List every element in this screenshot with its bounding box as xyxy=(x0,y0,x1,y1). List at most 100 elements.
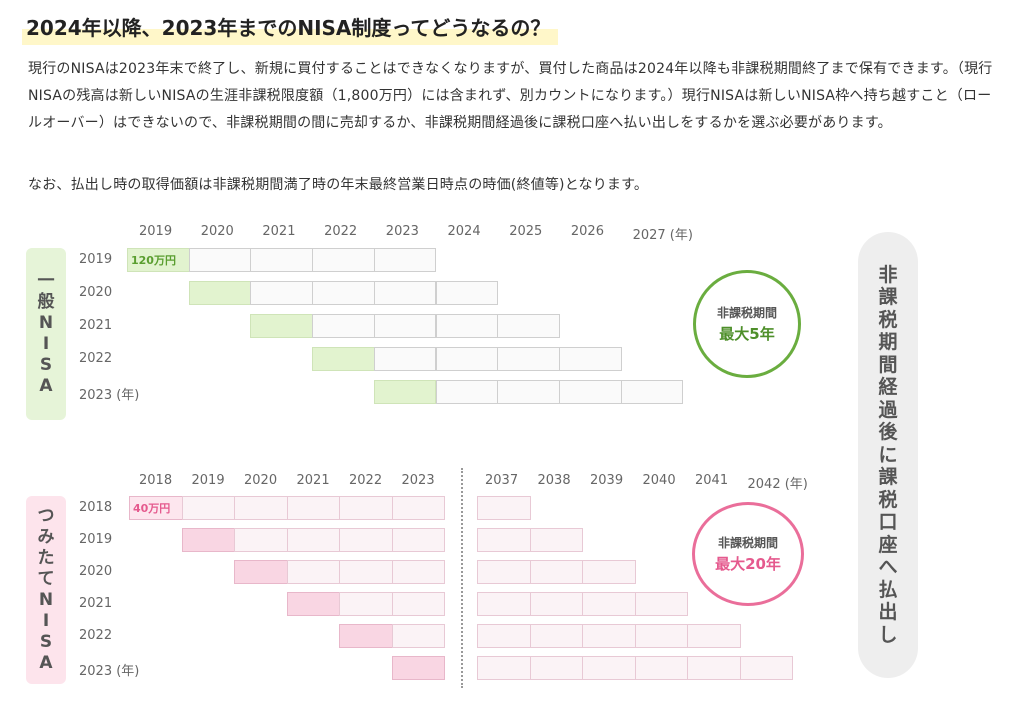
year-column-label: 2041 xyxy=(695,473,729,488)
holding-year-cell xyxy=(477,592,531,616)
holding-year-cell xyxy=(634,656,688,680)
vertical-char: 非 xyxy=(878,263,898,286)
holding-year-cell xyxy=(188,248,252,272)
holding-year-cell xyxy=(687,656,741,680)
vertical-char: 口 xyxy=(878,511,898,534)
holding-year-cell xyxy=(373,347,437,371)
transfer-to-taxable-account-label: 非課税期間経過後に課税口座へ払出し xyxy=(858,232,918,678)
holding-year-cell xyxy=(391,624,445,648)
holding-year-cell xyxy=(286,496,340,520)
vertical-char: 後 xyxy=(878,421,898,444)
page-title: 2024年以降、2023年までのNISA制度ってどうなるの？ xyxy=(22,10,559,45)
year-column-label: 2019 xyxy=(139,224,173,239)
note-paragraph: なお、払出し時の取得価額は非課税期間満了時の年末最終営業日時点の時価(終値等)と… xyxy=(28,177,649,193)
vertical-char: 一 xyxy=(37,271,55,291)
year-column-label: 2027 (年) xyxy=(632,228,693,243)
holding-year-cell xyxy=(558,347,622,371)
vertical-char: N xyxy=(38,590,54,610)
holding-year-cell xyxy=(529,528,583,552)
holding-year-cell xyxy=(312,281,375,305)
holding-year-cell xyxy=(582,624,636,648)
holding-year-cell xyxy=(391,496,445,520)
year-column-label: 2037 xyxy=(485,473,519,488)
holding-year-cell xyxy=(634,624,688,648)
year-row-label: 2022 xyxy=(79,628,113,643)
holding-year-cell xyxy=(373,314,437,338)
year-row-label: 2019 xyxy=(79,252,113,267)
holding-year-cell xyxy=(435,347,499,371)
year-row-label: 2023 (年) xyxy=(79,664,140,679)
vertical-char: 出 xyxy=(878,601,898,624)
vertical-char: I xyxy=(42,334,50,354)
holding-year-cell xyxy=(558,380,622,404)
purchase-year-cell xyxy=(286,592,340,616)
year-column-label: 2040 xyxy=(642,473,676,488)
vertical-char: 過 xyxy=(878,398,898,421)
holding-year-cell xyxy=(529,560,583,584)
year-column-label: 2020 xyxy=(200,224,234,239)
year-row-label: 2021 xyxy=(79,318,113,333)
holding-year-cell xyxy=(529,656,583,680)
holding-year-cell xyxy=(339,560,393,584)
holding-year-cell xyxy=(391,528,445,552)
year-column-label: 2020 xyxy=(244,473,278,488)
holding-year-cell xyxy=(339,528,393,552)
vertical-char: 経 xyxy=(878,376,898,399)
vertical-char: た xyxy=(37,548,55,568)
vertical-char: 間 xyxy=(878,353,898,376)
holding-year-cell xyxy=(312,248,375,272)
year-row-label: 2021 xyxy=(79,596,113,611)
timeline-gap-divider xyxy=(461,468,463,688)
holding-year-cell xyxy=(477,528,531,552)
holding-year-cell xyxy=(373,281,437,305)
holding-year-cell xyxy=(582,592,636,616)
year-column-label: 2039 xyxy=(590,473,624,488)
holding-year-cell xyxy=(477,496,531,520)
vertical-char: A xyxy=(39,653,53,673)
year-column-label: 2019 xyxy=(191,473,225,488)
holding-year-cell xyxy=(181,496,235,520)
purchase-year-cell xyxy=(312,347,375,371)
purchase-year-cell xyxy=(181,528,235,552)
vertical-char: 課 xyxy=(878,466,898,489)
vertical-char: 税 xyxy=(878,488,898,511)
purchase-year-cell xyxy=(234,560,288,584)
vertical-char: S xyxy=(39,632,53,652)
holding-year-cell xyxy=(497,314,560,338)
year-row-label: 2022 xyxy=(79,351,113,366)
year-column-label: 2021 xyxy=(296,473,330,488)
vertical-char: S xyxy=(39,355,53,375)
badge-label: 非課税期間 xyxy=(717,536,778,550)
badge-value: 最大20年 xyxy=(715,555,781,573)
year-column-label: 2021 xyxy=(262,224,296,239)
vertical-char: て xyxy=(37,569,55,589)
vertical-char: N xyxy=(38,313,54,333)
purchase-year-cell xyxy=(391,656,445,680)
holding-year-cell xyxy=(477,656,531,680)
vertical-char: I xyxy=(42,611,50,631)
holding-year-cell xyxy=(582,656,636,680)
year-row-label: 2019 xyxy=(79,532,113,547)
badge-label: 非課税期間 xyxy=(716,306,777,320)
holding-year-cell xyxy=(497,380,560,404)
holding-year-cell xyxy=(435,380,499,404)
purchase-year-cell xyxy=(373,380,437,404)
year-row-label: 2020 xyxy=(79,285,113,300)
holding-year-cell xyxy=(250,281,314,305)
holding-year-cell xyxy=(250,248,314,272)
purchase-year-cell xyxy=(339,624,393,648)
year-column-label: 2038 xyxy=(537,473,571,488)
vertical-char: 期 xyxy=(878,331,898,354)
vertical-char: み xyxy=(37,527,55,547)
holding-year-cell xyxy=(477,624,531,648)
holding-year-cell xyxy=(234,496,288,520)
holding-year-cell xyxy=(339,496,393,520)
holding-year-cell xyxy=(286,560,340,584)
holding-year-cell xyxy=(529,624,583,648)
holding-year-cell xyxy=(391,592,445,616)
holding-year-cell xyxy=(435,314,499,338)
year-row-label: 2023 (年) xyxy=(79,388,140,403)
vertical-char: つ xyxy=(37,506,55,526)
vertical-char: に xyxy=(878,443,898,466)
